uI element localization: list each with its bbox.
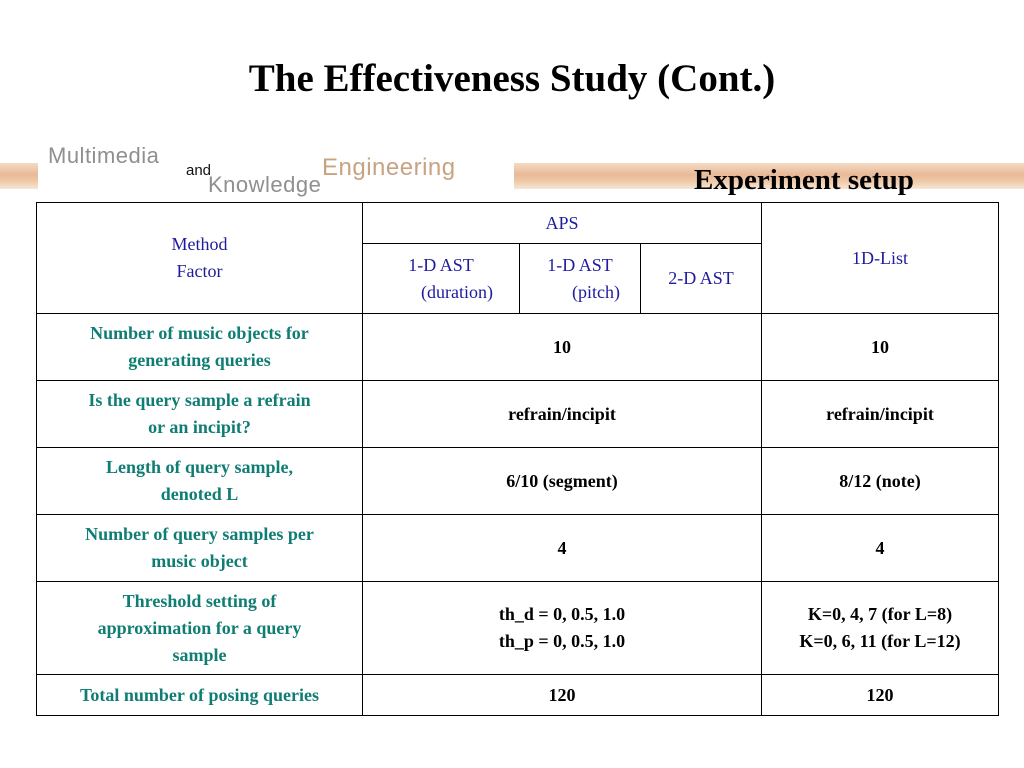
ast-duration-line1: 1-D AST <box>408 254 474 275</box>
list-value: 8/12 (note) <box>761 447 999 515</box>
table-row: Total number of posing queries 120 120 <box>36 674 999 716</box>
ast-duration-line2: (duration) <box>421 281 493 302</box>
factor-header-label: Factor <box>176 261 223 281</box>
list-value: refrain/incipit <box>761 380 999 448</box>
aps-value-line: th_p = 0, 0.5, 1.0 <box>498 631 626 651</box>
ast-2d-header: 2-D AST <box>640 243 762 314</box>
table-row: Length of query sample, denoted L 6/10 (… <box>36 447 999 515</box>
table-subheader-row: 1-D AST (duration) 1-D AST (pitch) 2-D A… <box>37 243 999 314</box>
row-label-line: generating queries <box>128 350 271 370</box>
row-label-line: sample <box>172 644 227 665</box>
row-label-line: music object <box>151 551 248 571</box>
section-heading: Experiment setup <box>694 164 914 196</box>
logo-engineering-background <box>318 154 514 190</box>
ast-pitch-line2: (pitch) <box>572 281 620 302</box>
table-row: Number of query samples per music object… <box>36 514 999 582</box>
method-factor-header: Method Factor <box>36 202 363 314</box>
ast-pitch-header: 1-D AST (pitch) <box>519 243 641 314</box>
row-label-line: denoted L <box>160 484 239 504</box>
row-label-line: Is the query sample a refrain <box>88 390 311 410</box>
list-1d-header: 1D-List <box>761 202 999 314</box>
list-value: 4 <box>761 514 999 582</box>
aps-value: th_d = 0, 0.5, 1.0 th_p = 0, 0.5, 1.0 <box>362 581 762 675</box>
row-label-line: Number of query samples per <box>85 524 314 544</box>
table-row: Number of music objects for generating q… <box>36 313 999 381</box>
row-label-line: Number of music objects for <box>90 323 309 343</box>
row-label-line: Threshold setting of <box>122 590 277 611</box>
list-value: 120 <box>761 674 999 716</box>
aps-value: 10 <box>362 313 762 381</box>
row-label: Number of music objects for generating q… <box>36 313 363 381</box>
aps-header: APS <box>362 202 762 244</box>
row-label-line: approximation for a query <box>97 617 302 638</box>
table-row: Threshold setting of approximation for a… <box>36 581 999 675</box>
ast-pitch-line1: 1-D AST <box>547 254 613 275</box>
row-label-line: Length of query sample, <box>105 457 293 477</box>
aps-value-line: th_d = 0, 0.5, 1.0 <box>498 604 626 624</box>
table-header-row: Method Factor APS 1D-List <box>36 202 999 314</box>
method-header-label: Method <box>171 234 228 254</box>
row-label: Length of query sample, denoted L <box>36 447 363 515</box>
aps-value: 120 <box>362 674 762 716</box>
logo-word-and: and <box>186 162 212 179</box>
aps-value: 6/10 (segment) <box>362 447 762 515</box>
list-value-line: K=0, 4, 7 (for L=8) <box>807 604 953 624</box>
row-label: Number of query samples per music object <box>36 514 363 582</box>
logo-background <box>38 140 360 198</box>
row-label: Is the query sample a refrain or an inci… <box>36 380 363 448</box>
ast-duration-header: 1-D AST (duration) <box>362 243 520 314</box>
aps-value: refrain/incipit <box>362 380 762 448</box>
list-value-line: K=0, 6, 11 (for L=12) <box>799 631 961 651</box>
experiment-setup-table: Method Factor APS 1D-List 1-D AST (durat… <box>36 202 999 716</box>
row-label-line: or an incipit? <box>148 417 251 437</box>
table-row: Is the query sample a refrain or an inci… <box>36 380 999 448</box>
list-value: K=0, 4, 7 (for L=8) K=0, 6, 11 (for L=12… <box>761 581 999 675</box>
row-label: Total number of posing queries <box>36 674 363 716</box>
logo-word-knowledge: Knowledge <box>208 172 322 197</box>
aps-value: 4 <box>362 514 762 582</box>
logo-word-engineering: Engineering <box>322 154 456 181</box>
logo-word-multimedia: Multimedia <box>48 143 160 168</box>
list-value: 10 <box>761 313 999 381</box>
slide-title: The Effectiveness Study (Cont.) <box>248 57 776 100</box>
row-label: Threshold setting of approximation for a… <box>36 581 363 675</box>
